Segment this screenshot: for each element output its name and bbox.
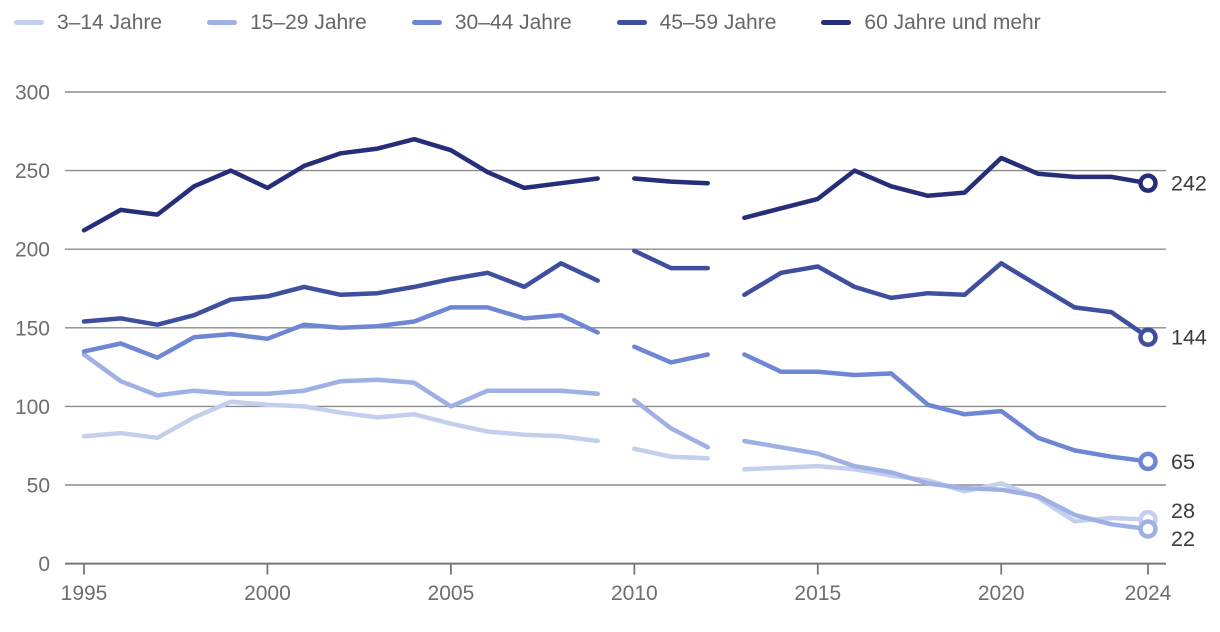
series-line [742, 463, 1151, 524]
series-line [742, 261, 1151, 340]
legend-item: 45–59 Jahre [616, 11, 777, 34]
x-tick-label: 1995 [61, 582, 108, 605]
y-tick-label: 200 [15, 239, 50, 262]
y-tick-label: 250 [15, 160, 50, 183]
series-end-value: 144 [1171, 326, 1207, 350]
y-tick-label: 50 [27, 475, 50, 498]
x-tick-label: 2015 [794, 582, 841, 605]
y-tick-label: 0 [38, 553, 50, 576]
series-line [81, 261, 600, 327]
series-line [742, 155, 1151, 221]
y-tick-label: 100 [15, 396, 50, 419]
x-tick-label: 2005 [428, 582, 475, 605]
series-line [632, 176, 710, 186]
x-tick-label: 2010 [611, 582, 658, 605]
legend-swatch [14, 20, 44, 25]
legend-swatch [821, 20, 852, 25]
y-tick-label: 150 [15, 317, 50, 340]
legend-label: 60 Jahre und mehr [864, 11, 1041, 34]
chart-legend: 3–14 Jahre 15–29 Jahre 30–44 Jahre 45–59 Ja… [14, 12, 1041, 33]
series-line [81, 136, 600, 233]
series-line [742, 352, 1151, 464]
x-tick-label: 2020 [978, 582, 1025, 605]
legend-swatch [616, 20, 647, 25]
legend-swatch [207, 20, 238, 25]
series-endpoint-marker [1138, 451, 1158, 472]
series-line [81, 352, 600, 409]
y-tick-label: 300 [15, 82, 50, 105]
series-endpoint-marker [1138, 519, 1158, 539]
series-line [742, 438, 1151, 532]
legend-label: 15–29 Jahre [250, 11, 367, 34]
legend-item: 3–14 Jahre [14, 12, 162, 33]
legend-label: 30–44 Jahre [454, 11, 572, 34]
series-end-value: 65 [1171, 450, 1195, 474]
series-endpoint-marker [1138, 327, 1158, 347]
series-line [632, 248, 710, 271]
x-tick-label: 2024 [1125, 582, 1172, 605]
legend-label: 3–14 Jahre [57, 11, 163, 34]
series-line [81, 305, 600, 360]
x-tick-label: 2000 [244, 582, 291, 605]
series-end-value: 28 [1171, 499, 1195, 523]
series-endpoint-marker [1138, 173, 1158, 193]
series-line [81, 399, 600, 444]
legend-label: 45–59 Jahre [659, 11, 777, 34]
legend-swatch [411, 20, 442, 25]
series-line [632, 344, 710, 365]
legend-item: 15–29 Jahre [207, 12, 367, 33]
legend-item: 30–44 Jahre [411, 11, 572, 34]
series-end-value: 242 [1171, 172, 1207, 196]
series-line [632, 397, 710, 450]
legend-item: 60 Jahre und mehr [821, 11, 1041, 34]
series-line [632, 446, 710, 461]
series-end-value: 22 [1171, 527, 1195, 551]
